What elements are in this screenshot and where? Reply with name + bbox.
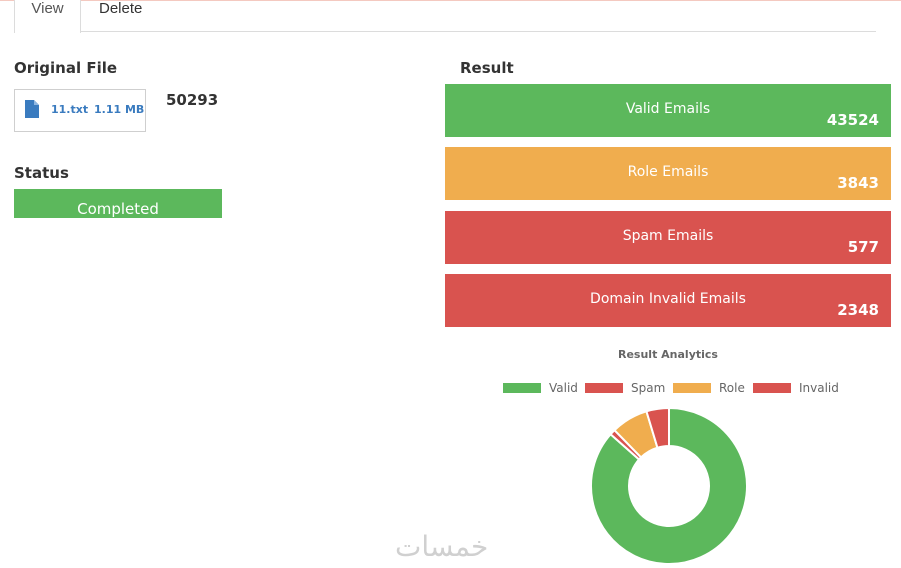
slice-invalid[interactable] [645,406,670,449]
status-heading: Status [14,164,69,182]
legend-swatch-spam [585,383,623,393]
valid-emails-count: 43524 [826,111,879,129]
domain-invalid-emails-card: Domain Invalid Emails 2348 [445,274,891,327]
status-badge: Completed [14,189,222,218]
spam-emails-card: Spam Emails 577 [445,211,891,264]
tab-delete[interactable]: Delete [99,0,143,17]
total-emails-count: 50293 [166,91,219,109]
tab-bar: View Delete [14,0,876,33]
file-icon [25,100,39,118]
valid-emails-label: Valid Emails [625,101,711,117]
role-emails-label: Role Emails [627,164,709,180]
legend-swatch-valid [503,383,541,393]
tab-view[interactable]: View [14,0,81,33]
spam-emails-count: 577 [847,238,879,256]
legend-swatch-role [673,383,711,393]
chart-title: Result Analytics [618,348,718,361]
result-analytics-donut-chart [590,406,748,564]
file-attachment[interactable]: 11.txt 1.11 MB [14,89,146,132]
domain-invalid-emails-count: 2348 [837,301,879,319]
result-heading: Result [460,59,514,77]
role-emails-card: Role Emails 3843 [445,147,891,200]
top-border [0,0,901,1]
legend-label-valid: Valid [549,381,578,395]
legend-label-invalid: Invalid [799,381,839,395]
legend-label-role: Role [719,381,745,395]
watermark: خمسات [395,530,489,563]
legend-swatch-invalid [753,383,791,393]
file-name-link[interactable]: 11.txt [51,103,89,116]
valid-emails-card: Valid Emails 43524 [445,84,891,137]
slice-valid[interactable] [590,406,748,564]
original-file-heading: Original File [14,59,118,77]
legend-label-spam: Spam [631,381,666,395]
role-emails-count: 3843 [837,174,879,192]
spam-emails-label: Spam Emails [622,228,714,244]
file-size: 1.11 MB [94,103,145,116]
domain-invalid-emails-label: Domain Invalid Emails [590,291,746,307]
